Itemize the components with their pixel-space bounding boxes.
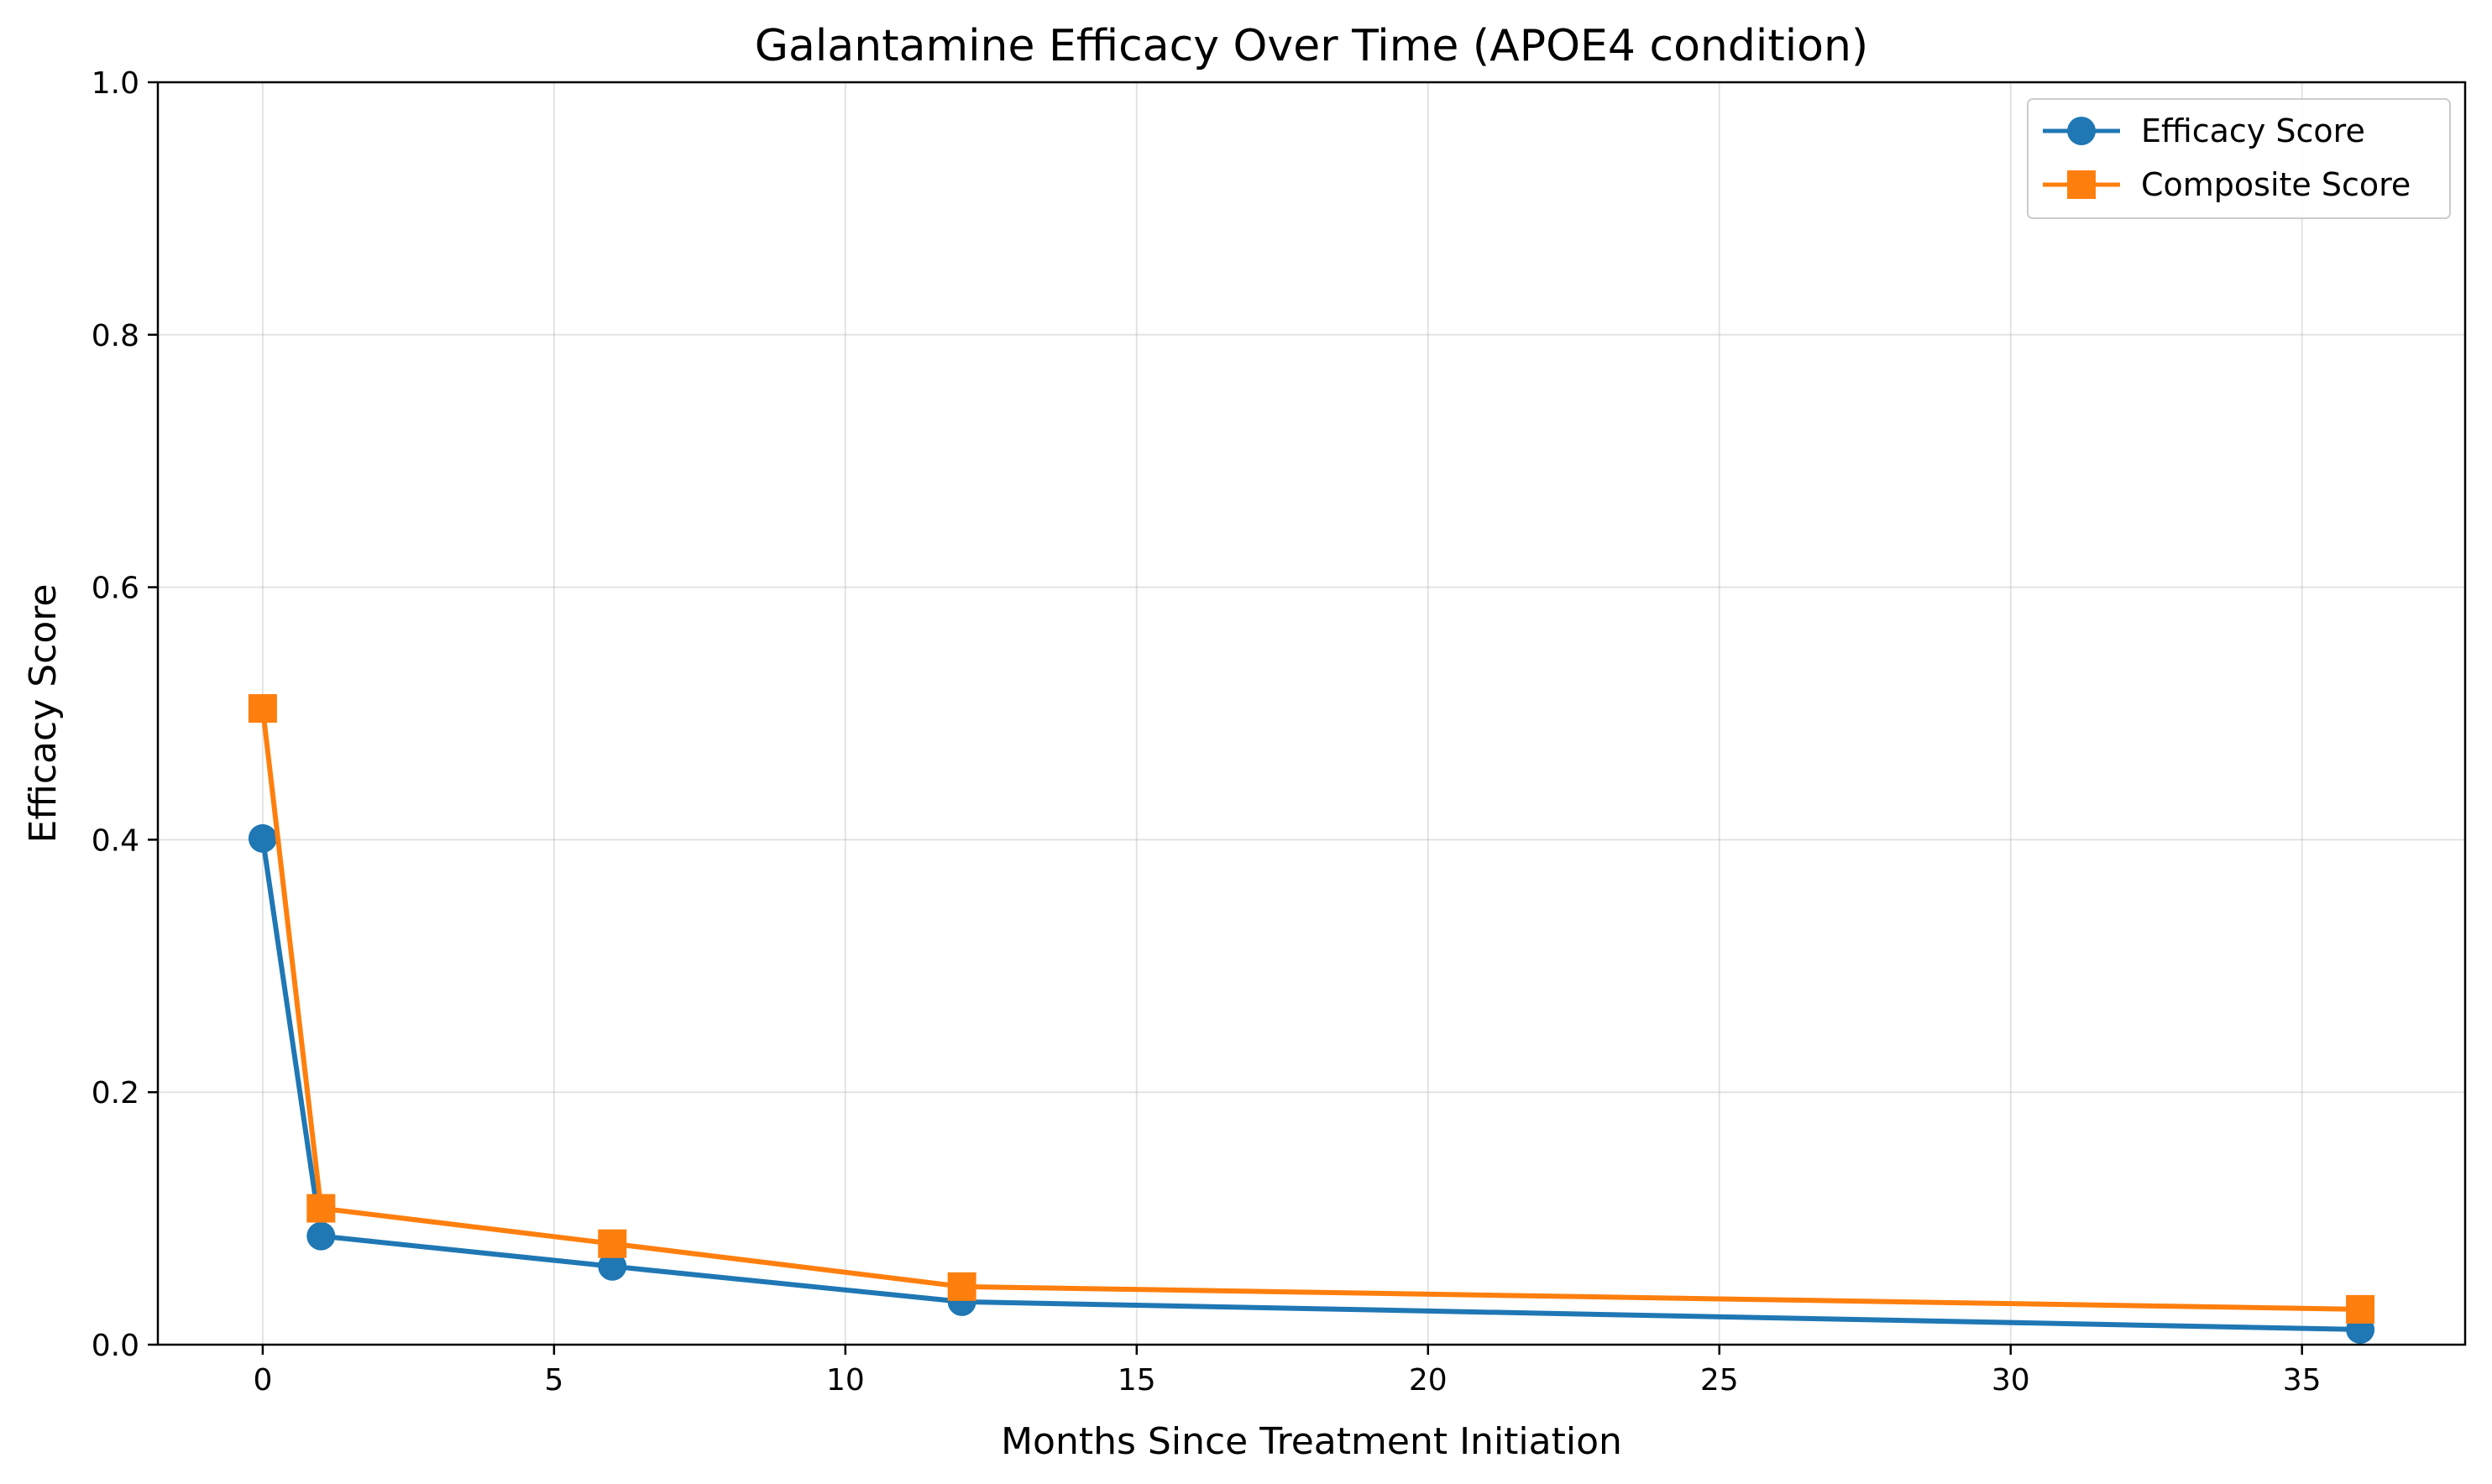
data-point-composite-score (306, 1194, 336, 1223)
data-point-composite-score (2346, 1294, 2375, 1324)
data-point-composite-score (598, 1229, 627, 1258)
y-tick-label: 0.0 (92, 1329, 139, 1363)
data-point-composite-score (947, 1272, 976, 1301)
x-tick-label: 35 (2283, 1363, 2322, 1398)
series-line-composite-score (259, 705, 2364, 1312)
x-tick-label: 25 (1700, 1363, 1739, 1398)
legend-box (2027, 98, 2451, 219)
data-point-efficacy-score (306, 1221, 336, 1251)
legend-entry-composite-score: Composite Score (2043, 166, 2411, 203)
legend-entry-efficacy-score: Efficacy Score (2043, 112, 2365, 149)
legend-label-efficacy-score: Efficacy Score (2141, 112, 2365, 149)
data-point-efficacy-score (248, 823, 277, 853)
tick-layer: 0 5 10 15 20 25 30 35 0.0 0.2 0.4 0.6 0.8 1.0 (92, 66, 2322, 1398)
y-axis-title: Efficacy Score (22, 584, 65, 844)
x-tick-label: 20 (1409, 1363, 1448, 1398)
y-tick-label: 0.6 (92, 572, 139, 606)
legend-marker-composite-score (2067, 170, 2096, 199)
series-line-efficacy-score (259, 835, 2364, 1332)
series-layer (248, 693, 2375, 1344)
y-tick-label: 0.2 (92, 1076, 139, 1110)
legend: Efficacy Score Composite Score (2027, 98, 2451, 219)
data-point-composite-score (248, 693, 277, 723)
legend-label-composite-score: Composite Score (2141, 166, 2411, 203)
x-tick-label: 10 (826, 1363, 865, 1398)
y-tick-label: 0.4 (92, 823, 139, 858)
x-tick-label: 5 (544, 1363, 563, 1398)
x-tick-label: 15 (1118, 1363, 1156, 1398)
x-tick-label: 0 (253, 1363, 272, 1398)
plot-frame (156, 81, 2467, 1346)
y-tick-label: 0.8 (92, 319, 139, 353)
x-tick-label: 30 (1992, 1363, 2030, 1398)
x-axis-title: Months Since Treatment Initiation (1001, 1420, 1622, 1463)
data-point-efficacy-score (598, 1251, 627, 1281)
grid-layer (158, 81, 2465, 1346)
chart-title: Galantamine Efficacy Over Time (APOE4 co… (755, 21, 1868, 71)
y-tick-label: 1.0 (92, 66, 139, 101)
legend-marker-efficacy-score (2067, 117, 2096, 145)
